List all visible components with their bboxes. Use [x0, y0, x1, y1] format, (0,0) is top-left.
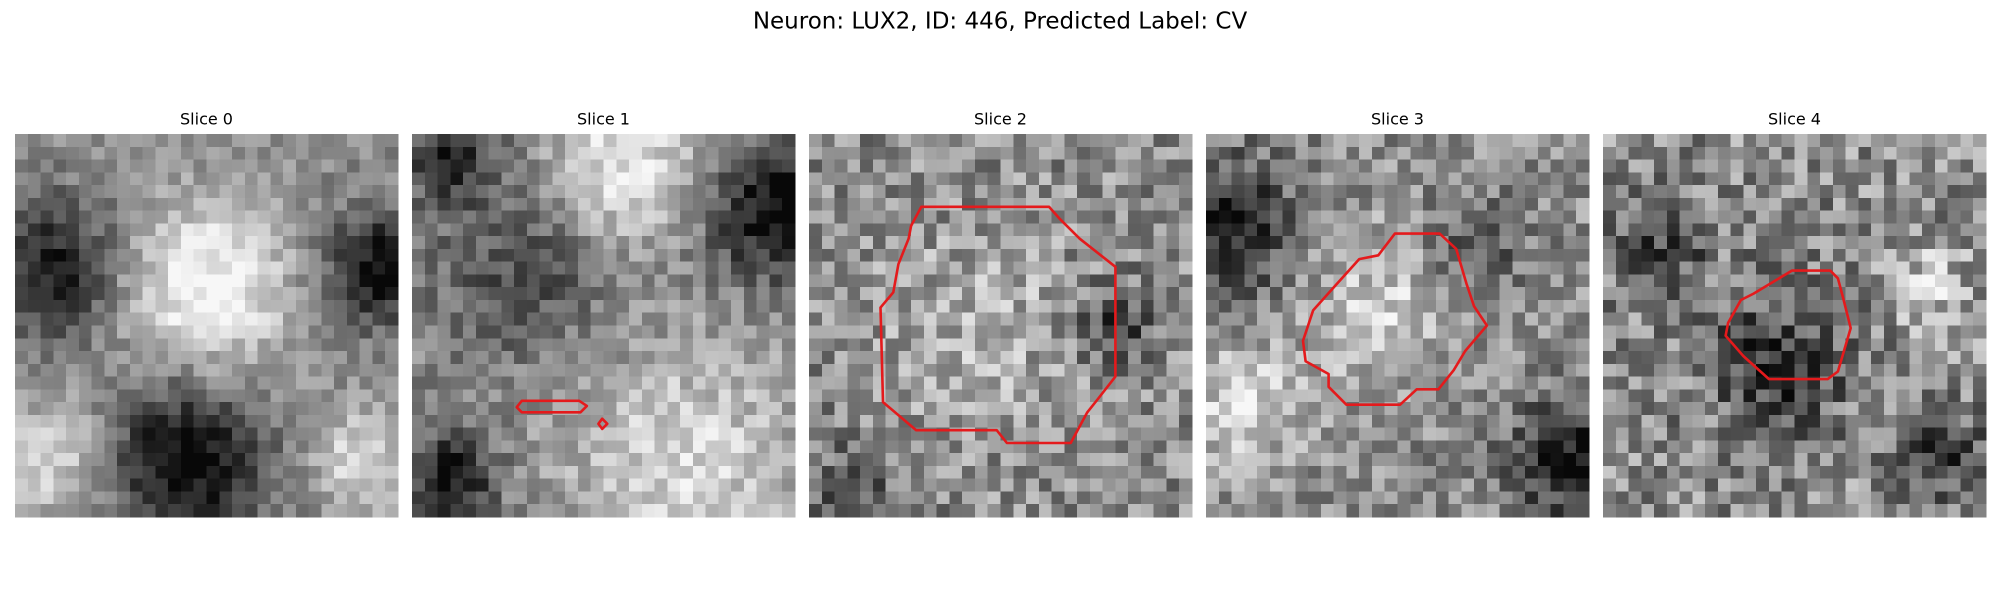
panel: Slice 4 [1603, 110, 1987, 518]
image [1603, 134, 1987, 518]
image [1206, 134, 1590, 518]
image [809, 134, 1193, 518]
contour [1724, 269, 1852, 381]
panel-title: Slice 2 [974, 110, 1027, 129]
contour [515, 399, 589, 414]
figure-title: Neuron: LUX2, ID: 446, Predicted Label: … [753, 9, 1248, 35]
contour [879, 205, 1117, 445]
panel-title: Slice 3 [1371, 110, 1424, 129]
contour [1301, 232, 1489, 407]
panel: Slice 0 [15, 110, 399, 518]
panel-title: Slice 4 [1768, 110, 1821, 129]
contour [597, 417, 609, 431]
image [15, 134, 399, 518]
panel: Slice 1 [412, 110, 796, 518]
image [412, 134, 796, 518]
panel-title: Slice 0 [180, 110, 233, 129]
panel: Slice 2 [809, 110, 1193, 518]
panel: Slice 3 [1206, 110, 1590, 518]
panel-title: Slice 1 [577, 110, 630, 129]
